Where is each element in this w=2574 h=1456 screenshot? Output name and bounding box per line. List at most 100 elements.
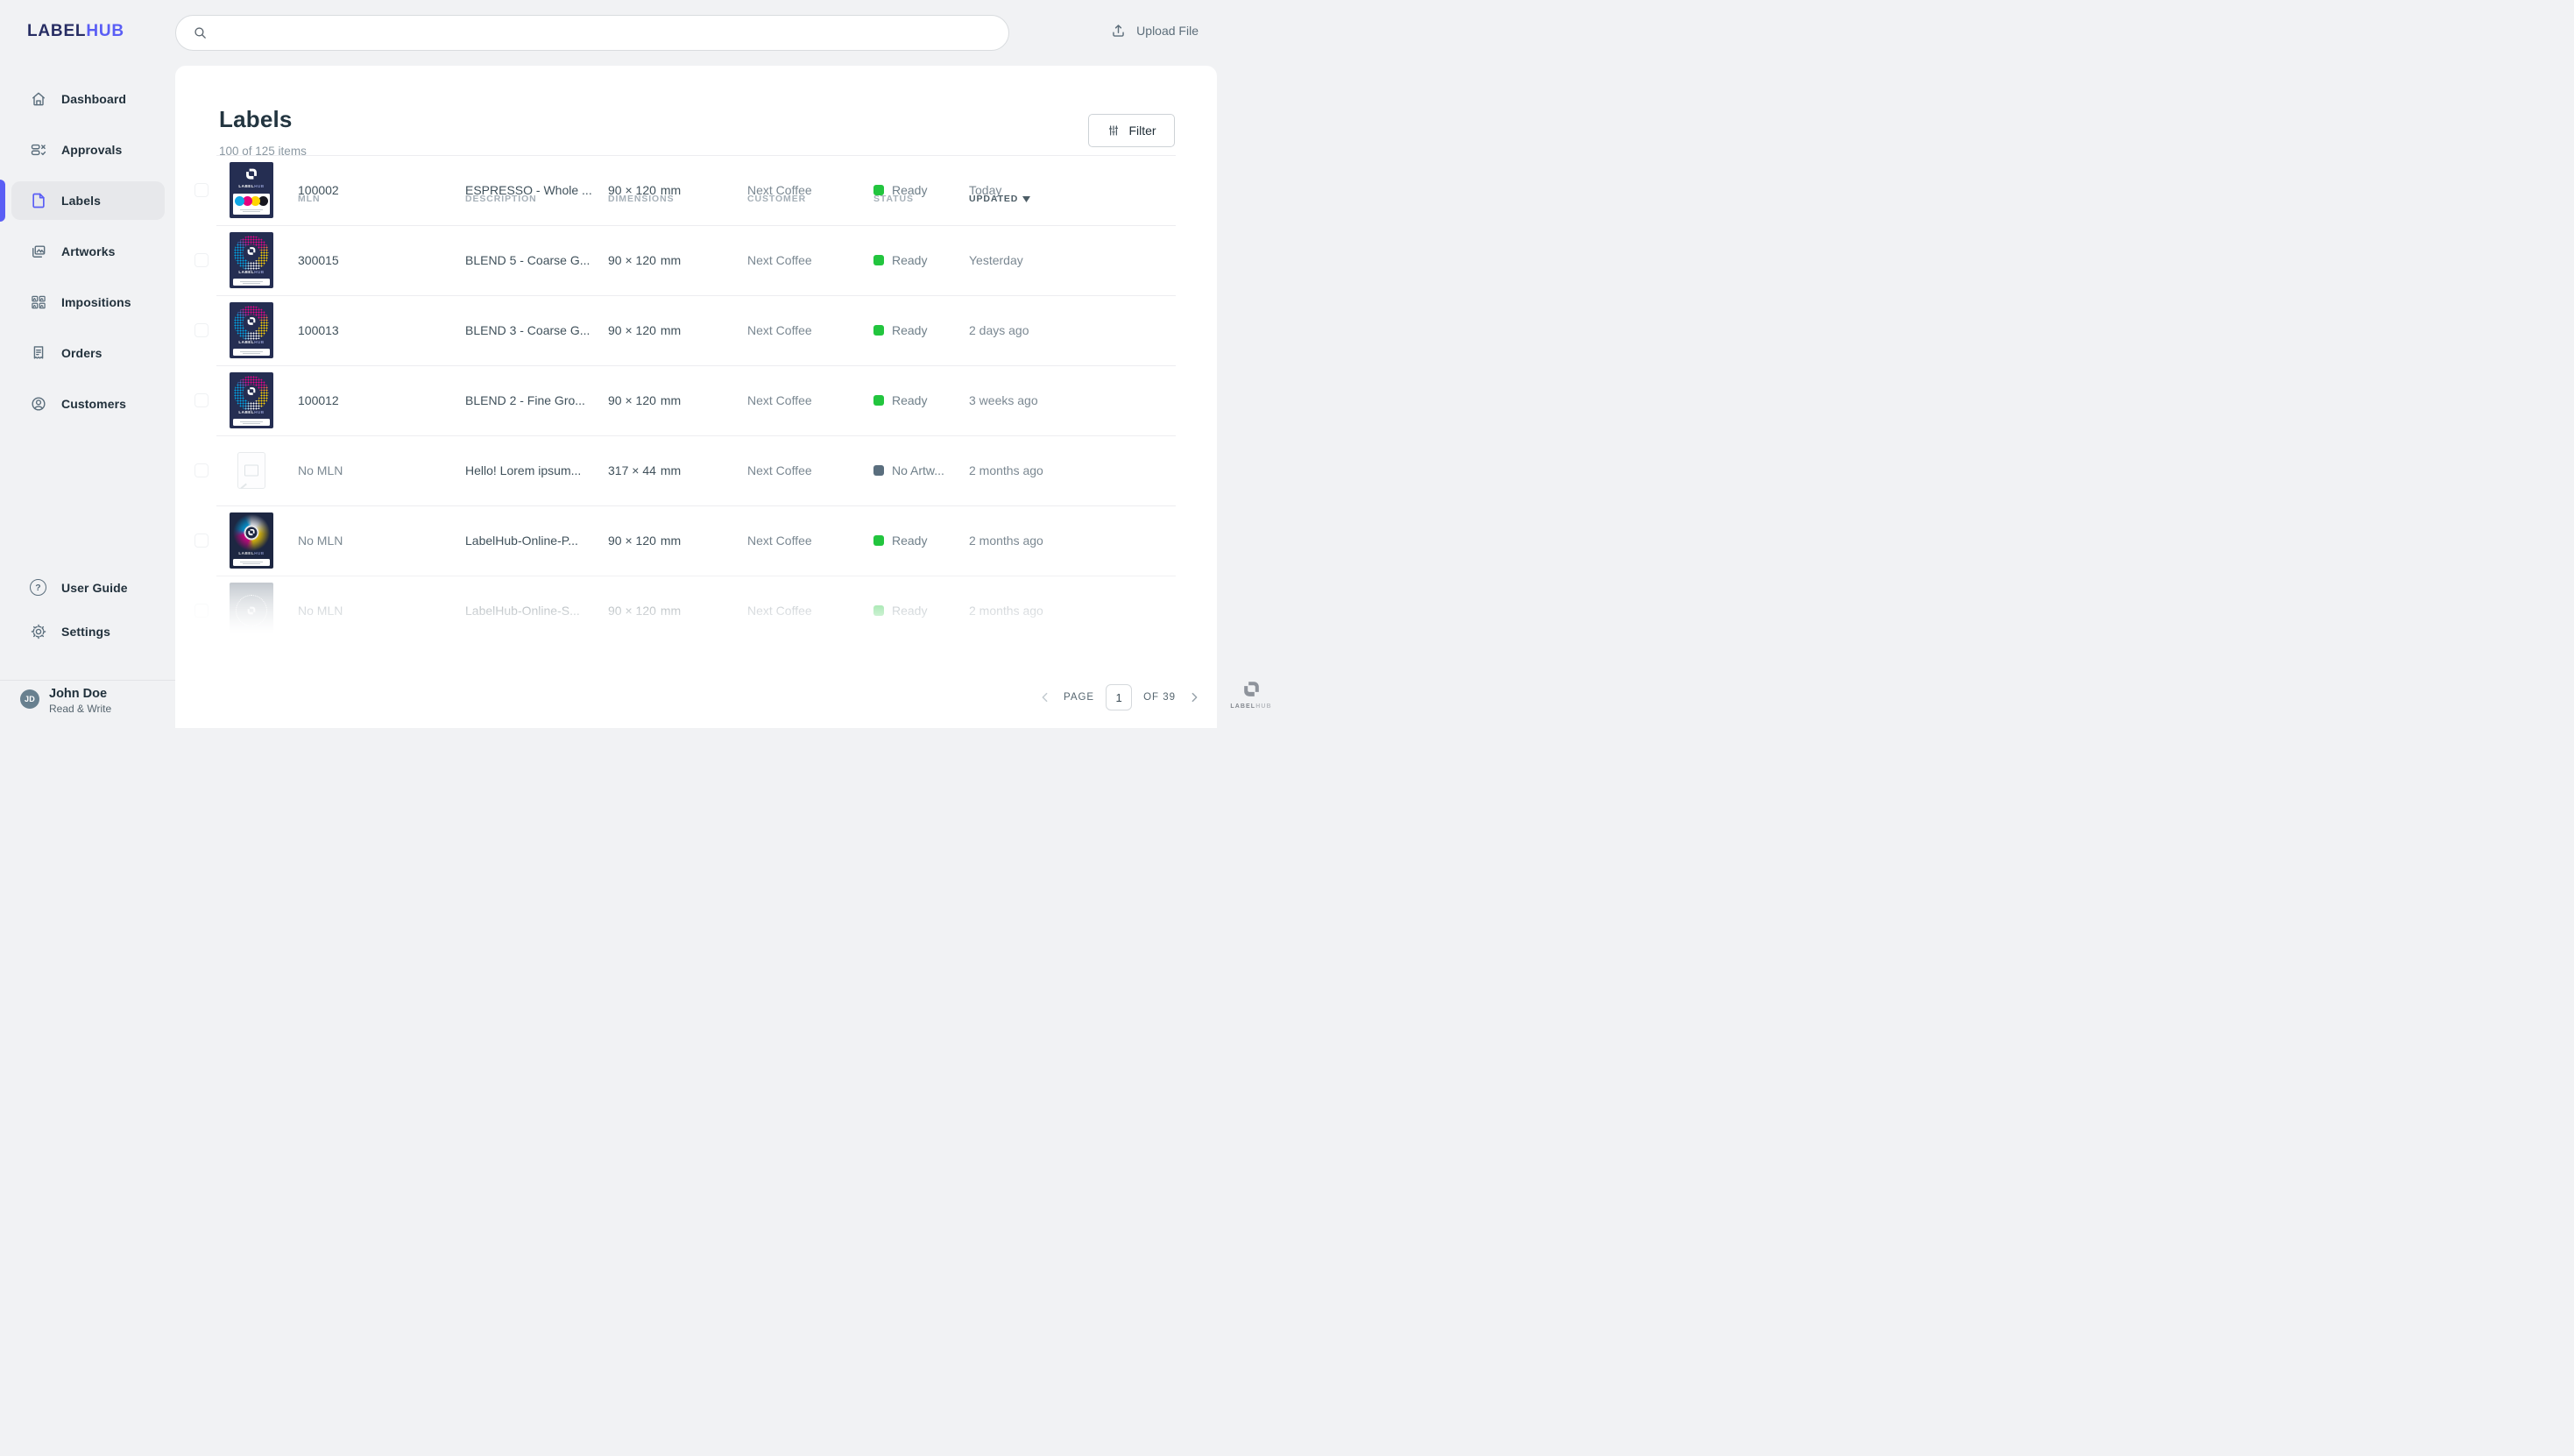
sidebar-item-label: Customers <box>61 397 127 411</box>
cell-updated: 2 months ago <box>969 463 1043 477</box>
column-header-dimensions[interactable]: DIMENSIONS <box>608 194 675 204</box>
row-checkbox[interactable] <box>194 323 209 337</box>
customers-icon <box>30 395 47 413</box>
column-header-status[interactable]: STATUS <box>873 194 914 204</box>
table-row[interactable]: LABELHUB 300015 BLEND 5 - Coarse G... 90… <box>175 225 1217 295</box>
sidebar-item-orders[interactable]: Orders <box>0 328 175 378</box>
page-number-input[interactable] <box>1106 684 1133 710</box>
cell-description: BLEND 5 - Coarse G... <box>465 253 590 267</box>
column-header-customer[interactable]: CUSTOMER <box>747 194 807 204</box>
label-file-icon <box>30 192 47 209</box>
label-thumbnail: LABELHUB <box>230 442 273 498</box>
column-header-description[interactable]: DESCRIPTION <box>465 194 537 204</box>
sidebar-item-impositions[interactable]: Impositions <box>0 277 175 328</box>
sidebar-item-label: Approvals <box>61 143 123 157</box>
sidebar-item-label: Artworks <box>61 244 116 258</box>
cell-dimensions: 90 × 120 mm <box>608 393 682 407</box>
active-indicator <box>0 180 5 222</box>
cell-customer: Next Coffee <box>747 604 812 618</box>
sort-desc-icon <box>1022 195 1031 202</box>
cell-dimensions: 90 × 120 mm <box>608 323 682 337</box>
cell-status: Ready <box>873 183 927 197</box>
user-role: Read & Write <box>49 703 112 715</box>
status-indicator <box>873 185 884 195</box>
footer-brand-hub: HUB <box>1255 703 1272 710</box>
sidebar-item-settings[interactable]: Settings <box>0 610 175 654</box>
impositions-icon <box>30 293 47 311</box>
table-row[interactable]: LABELHUB 100013 BLEND 3 - Coarse G... 90… <box>175 295 1217 365</box>
cell-status: Ready <box>873 393 927 407</box>
cell-customer: Next Coffee <box>747 463 812 477</box>
row-checkbox[interactable] <box>194 604 209 618</box>
sidebar: LABELHUB Dashboard Approvals Labels <box>0 0 175 728</box>
cell-status: No Artw... <box>873 463 944 477</box>
cell-status: Ready <box>873 323 927 337</box>
label-thumbnail: LABELHUB <box>230 372 273 428</box>
sidebar-item-approvals[interactable]: Approvals <box>0 124 175 175</box>
table-row[interactable]: LABELHUB No MLN Hello! Lorem ipsum... 31… <box>175 435 1217 505</box>
placeholder-image-icon <box>237 452 265 489</box>
sidebar-item-customers[interactable]: Customers <box>0 378 175 429</box>
next-page-button[interactable] <box>1187 690 1201 704</box>
row-checkbox[interactable] <box>194 253 209 267</box>
labelhub-glyph-icon <box>247 246 257 256</box>
cell-description: ESPRESSO - Whole ... <box>465 183 592 197</box>
previous-page-button[interactable] <box>1038 690 1052 704</box>
sidebar-item-user-guide[interactable]: ? User Guide <box>0 566 175 610</box>
cell-updated: 2 months ago <box>969 604 1043 618</box>
status-label: Ready <box>892 323 928 337</box>
sidebar-item-label: Dashboard <box>61 92 127 106</box>
labelhub-glyph-icon <box>1242 680 1261 698</box>
cell-status: Ready <box>873 604 927 618</box>
cell-dimensions: 90 × 120 mm <box>608 183 682 197</box>
row-checkbox[interactable] <box>194 534 209 548</box>
help-icon: ? <box>30 579 47 597</box>
chevron-right-icon <box>1192 692 1198 703</box>
status-indicator <box>873 465 884 476</box>
row-checkbox[interactable] <box>194 183 209 197</box>
table-header: MLN DESCRIPTION DIMENSIONS CUSTOMER STAT… <box>175 194 1217 208</box>
logo-text-hub: HUB <box>86 22 124 40</box>
sidebar-item-dashboard[interactable]: Dashboard <box>0 74 175 124</box>
table-row[interactable]: LABELHUB No MLN LabelHub-Online-P... 90 … <box>175 505 1217 576</box>
pagination: PAGE OF 39 <box>1038 684 1201 710</box>
cell-status: Ready <box>873 253 927 267</box>
user-name: John Doe <box>49 687 108 701</box>
logo-text-label: LABEL <box>27 22 87 40</box>
chevron-left-icon <box>1042 692 1048 703</box>
search-box[interactable] <box>175 15 1009 51</box>
sidebar-item-label: User Guide <box>61 581 128 595</box>
sidebar-item-artworks[interactable]: Artworks <box>0 226 175 277</box>
search-input[interactable] <box>216 25 1008 41</box>
cell-dimensions: 90 × 120 mm <box>608 534 682 548</box>
table-row[interactable]: LABELHUB No MLN LabelHub-Online-S... 90 … <box>175 576 1217 646</box>
status-label: No Artw... <box>892 463 944 477</box>
status-label: Ready <box>892 253 928 267</box>
cell-mln: 300015 <box>298 253 339 267</box>
cell-mln: 100013 <box>298 323 339 337</box>
cell-mln: No MLN <box>298 463 343 477</box>
column-header-mln[interactable]: MLN <box>298 194 321 204</box>
cell-description: LabelHub-Online-S... <box>465 604 580 618</box>
artworks-icon <box>30 243 47 260</box>
search-icon <box>194 27 206 39</box>
row-checkbox[interactable] <box>194 393 209 407</box>
sidebar-divider <box>0 680 175 681</box>
row-checkbox[interactable] <box>194 463 209 477</box>
cell-customer: Next Coffee <box>747 323 812 337</box>
column-header-updated[interactable]: UPDATED <box>969 194 1031 204</box>
label-thumbnail: LABELHUB <box>230 512 273 569</box>
table-row[interactable]: LABELHUB 100012 BLEND 2 - Fine Gro... 90… <box>175 365 1217 435</box>
sidebar-item-labels[interactable]: Labels <box>0 175 175 226</box>
filter-button[interactable]: Filter <box>1088 114 1175 147</box>
orders-icon <box>30 344 47 362</box>
user-card[interactable]: JD John Doe Read & Write <box>20 686 111 716</box>
page-count-label: OF 39 <box>1143 692 1177 703</box>
cell-mln: No MLN <box>298 604 343 618</box>
table-row[interactable]: LABELHUB 100002 ESPRESSO - Whole ... 90 … <box>175 155 1217 225</box>
cell-description: Hello! Lorem ipsum... <box>465 463 582 477</box>
footer-brand-logo: LABELHUB <box>1223 680 1279 710</box>
cell-updated: Yesterday <box>969 253 1023 267</box>
upload-file-button[interactable]: Upload File <box>1105 21 1204 39</box>
status-indicator <box>873 535 884 546</box>
